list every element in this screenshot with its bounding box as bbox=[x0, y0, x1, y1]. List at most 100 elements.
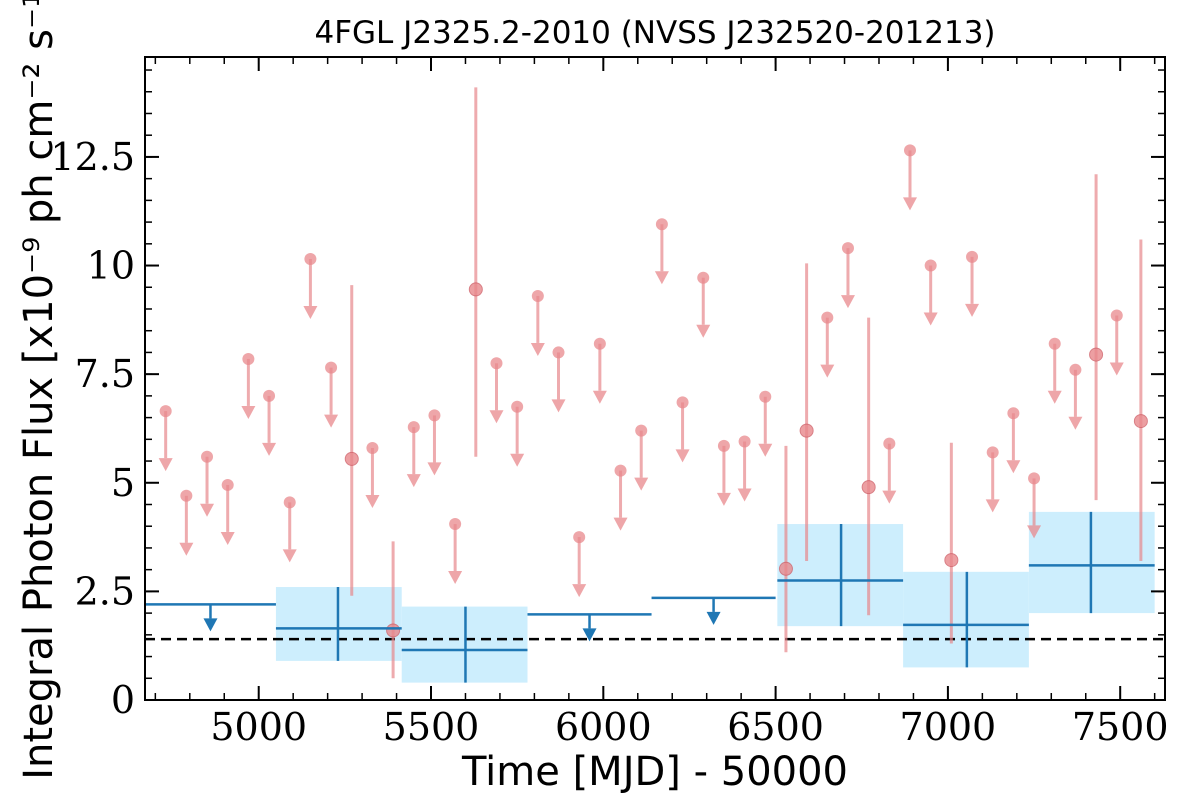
short-bin-ul-arrow bbox=[200, 503, 215, 517]
short-bin-ul-point bbox=[1110, 309, 1123, 322]
short-bin-ul-arrow bbox=[262, 442, 277, 456]
short-bin-ul-point bbox=[635, 424, 648, 437]
short-bin-ul-arrow bbox=[1027, 525, 1042, 539]
chart-title: 4FGL J2325.2-2010 (NVSS J232520-201213) bbox=[314, 15, 995, 51]
short-bin-ul-point bbox=[966, 250, 979, 263]
x-tick-label: 7500 bbox=[1072, 705, 1169, 749]
x-tick-label: 5000 bbox=[210, 705, 307, 749]
short-bin-detection-point bbox=[799, 423, 814, 438]
short-bin-ul-arrow bbox=[634, 477, 649, 491]
short-bin-ul-point bbox=[221, 478, 234, 491]
short-bin-ul-arrow bbox=[1006, 460, 1021, 474]
short-bin-ul-arrow bbox=[820, 364, 835, 378]
x-tick-label: 6500 bbox=[727, 705, 824, 749]
short-bin-detection-point bbox=[944, 553, 959, 568]
short-bin-ul-point bbox=[759, 390, 772, 403]
short-bin-ul-point bbox=[883, 437, 896, 450]
short-bin-ul-arrow bbox=[365, 495, 380, 509]
y-tick-label: 12.5 bbox=[50, 135, 135, 179]
short-bin-ul-point bbox=[1069, 363, 1082, 376]
short-bin-detection-point bbox=[778, 561, 793, 576]
long-bin-ul-arrow bbox=[582, 628, 597, 642]
short-bin-ul-point bbox=[366, 442, 379, 455]
short-bin-ul-point bbox=[1048, 337, 1061, 350]
axes bbox=[145, 57, 1165, 701]
short-bin-ul-point bbox=[283, 496, 296, 509]
short-bin-ul-arrow bbox=[882, 490, 897, 504]
x-tick-labels: 5000 5500 6000 6500 7000 7500 bbox=[210, 705, 1168, 749]
short-bin-ul-arrow bbox=[696, 324, 711, 338]
short-bin-ul-arrow bbox=[758, 443, 773, 457]
short-bin-ul-point bbox=[531, 289, 544, 302]
x-tick-label: 7000 bbox=[900, 705, 997, 749]
short-bin-ul-point bbox=[614, 464, 627, 477]
short-bin-ul-arrow bbox=[923, 312, 938, 326]
short-bin-detection-point bbox=[1089, 347, 1104, 362]
plot-frame bbox=[144, 56, 1166, 701]
short-bin-detection-point bbox=[468, 282, 483, 297]
short-bin-detection-point bbox=[1133, 414, 1148, 429]
short-bin-ul-arrow bbox=[592, 390, 607, 404]
short-bin-detection-point bbox=[386, 623, 401, 638]
short-bin-ul-arrow bbox=[572, 584, 587, 598]
x-tick-label: 6000 bbox=[555, 705, 652, 749]
short-bin-ul-point bbox=[676, 396, 689, 409]
short-bin-ul-arrow bbox=[489, 410, 504, 424]
short-bin-ul-point bbox=[738, 435, 751, 448]
short-bin-ul-point bbox=[180, 489, 193, 502]
y-axis-label: Integral Photon Flux [x10⁻⁹ ph cm⁻² s⁻¹] bbox=[16, 0, 62, 780]
long-bin-ul-arrow bbox=[203, 618, 218, 632]
short-bin-ul-point bbox=[511, 400, 524, 413]
short-bin-ul-point bbox=[490, 357, 503, 370]
short-bin-detections bbox=[344, 87, 1148, 679]
short-bin-ul-arrow bbox=[840, 295, 855, 309]
short-bin-ul-arrow bbox=[1068, 416, 1083, 430]
short-bin-ul-arrow bbox=[675, 449, 690, 463]
short-bin-ul-arrow bbox=[427, 462, 442, 476]
short-bin-ul-point bbox=[325, 361, 338, 374]
short-bin-ul-point bbox=[263, 389, 276, 402]
short-bin-ul-arrow bbox=[737, 488, 752, 502]
short-bin-detection-point bbox=[344, 451, 359, 466]
long-bin-ul-arrow bbox=[706, 611, 721, 625]
short-bin-ul-arrow bbox=[510, 453, 525, 467]
x-tick-label: 5500 bbox=[383, 705, 480, 749]
short-bin-ul-point bbox=[304, 253, 317, 266]
short-bin-ul-arrow bbox=[324, 414, 339, 428]
short-bin-ul-point bbox=[904, 144, 916, 157]
short-bin-ul-arrow bbox=[179, 542, 194, 556]
short-bin-ul-point bbox=[428, 409, 441, 422]
short-bin-ul-arrow bbox=[654, 271, 669, 285]
short-bin-ul-arrow bbox=[282, 549, 297, 563]
short-bin-ul-point bbox=[1028, 472, 1041, 485]
short-bin-ul-point bbox=[821, 311, 834, 324]
x-axis-label: Time [MJD] - 50000 bbox=[461, 749, 848, 795]
short-bin-ul-point bbox=[655, 218, 668, 231]
short-bin-ul-point bbox=[593, 337, 606, 350]
y-tick-label: 0 bbox=[111, 678, 135, 722]
short-bin-ul-point bbox=[449, 518, 462, 531]
short-bin-ul-arrow bbox=[530, 342, 545, 356]
short-bin-ul-arrow bbox=[1109, 362, 1124, 376]
y-tick-label: 10 bbox=[87, 244, 135, 288]
short-bin-ul-arrow bbox=[448, 571, 463, 585]
y-tick-labels: 0 2.5 5 7.5 10 12.5 bbox=[50, 135, 135, 722]
short-bin-ul-arrow bbox=[551, 399, 566, 413]
y-tick-label: 2.5 bbox=[75, 569, 135, 613]
long-bin-markers bbox=[145, 511, 1155, 683]
short-bin-ul-point bbox=[1007, 407, 1020, 420]
short-bin-ul-arrow bbox=[406, 474, 421, 488]
short-bin-ul-point bbox=[717, 439, 730, 452]
short-bin-ul-point bbox=[407, 421, 420, 434]
short-bin-detection-point bbox=[861, 480, 876, 495]
short-bin-ul-point bbox=[201, 450, 214, 463]
short-bin-ul-point bbox=[697, 271, 710, 284]
short-bin-ul-arrow bbox=[903, 197, 917, 211]
short-bin-ul-point bbox=[242, 352, 255, 365]
short-bin-ul-point bbox=[924, 259, 937, 272]
short-bin-ul-arrow bbox=[241, 405, 256, 419]
short-bin-ul-point bbox=[159, 405, 172, 418]
short-bin-ul-arrow bbox=[220, 531, 235, 545]
short-bin-ul-arrow bbox=[985, 499, 1000, 513]
